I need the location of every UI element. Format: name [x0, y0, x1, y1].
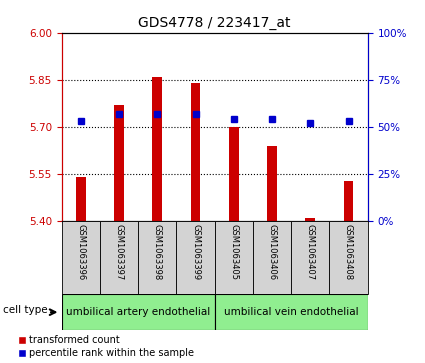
Bar [114, 105, 124, 221]
Bar [176, 221, 215, 294]
Text: GSM1063397: GSM1063397 [114, 224, 124, 280]
Text: cell type: cell type [3, 305, 48, 315]
Bar [344, 180, 353, 221]
Text: GSM1063408: GSM1063408 [344, 224, 353, 280]
Bar [306, 218, 315, 221]
Bar [100, 221, 138, 294]
Bar [267, 146, 277, 221]
Bar [291, 221, 329, 294]
Text: umbilical artery endothelial: umbilical artery endothelial [66, 307, 210, 317]
Bar [76, 178, 85, 221]
Bar [191, 83, 200, 221]
Legend: transformed count, percentile rank within the sample: transformed count, percentile rank withi… [17, 335, 194, 358]
Bar [215, 294, 368, 330]
Text: GSM1063406: GSM1063406 [267, 224, 277, 280]
Bar [62, 221, 100, 294]
Bar [253, 221, 291, 294]
Title: GDS4778 / 223417_at: GDS4778 / 223417_at [139, 16, 291, 30]
Bar [153, 77, 162, 221]
Text: GSM1063405: GSM1063405 [229, 224, 238, 280]
Text: GSM1063398: GSM1063398 [153, 224, 162, 280]
Bar [229, 127, 238, 221]
Text: GSM1063407: GSM1063407 [306, 224, 315, 280]
Bar [138, 221, 176, 294]
Bar [62, 294, 215, 330]
Text: GSM1063396: GSM1063396 [76, 224, 85, 280]
Bar [329, 221, 368, 294]
Bar [215, 221, 253, 294]
Text: umbilical vein endothelial: umbilical vein endothelial [224, 307, 358, 317]
Text: GSM1063399: GSM1063399 [191, 224, 200, 280]
